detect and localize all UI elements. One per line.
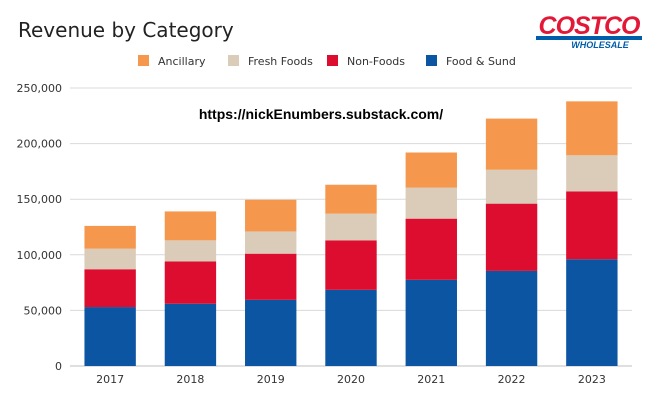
legend-label: Non-Foods	[347, 55, 405, 68]
bar-ancillary-2019	[245, 199, 297, 232]
bar-non-foods-2023	[566, 191, 618, 260]
legend-swatch-ancillary	[138, 55, 149, 66]
logo-costco-text: COSTCO	[539, 12, 642, 40]
x-tick-label: 2018	[176, 373, 204, 386]
bar-ancillary-2018	[164, 211, 217, 241]
bar-ancillary-2023	[566, 101, 618, 156]
legend-label: Fresh Foods	[248, 55, 313, 68]
costco-logo: COSTCO WHOLESALE	[536, 12, 642, 50]
y-tick-label: 200,000	[17, 138, 63, 151]
bar-fresh-foods-2022	[485, 169, 538, 204]
legend-label: Food & Sund	[446, 55, 516, 68]
bar-ancillary-2021	[405, 152, 457, 188]
bars	[84, 101, 618, 366]
x-tick-label: 2020	[337, 373, 365, 386]
bar-non-foods-2020	[325, 240, 377, 290]
y-tick-label: 0	[55, 360, 62, 373]
x-tick-label: 2021	[417, 373, 445, 386]
legend-swatch-non-foods	[327, 55, 338, 66]
bar-ancillary-2017	[84, 225, 136, 249]
legend-label: Ancillary	[158, 55, 206, 68]
bar-food-sund-2017	[84, 307, 136, 366]
y-axis-ticks: 0 50,000 100,000 150,000 200,000 250,000	[17, 82, 63, 373]
bar-fresh-foods-2020	[325, 213, 377, 241]
y-tick-label: 100,000	[17, 249, 63, 262]
logo-underline-bar	[536, 36, 642, 40]
bar-non-foods-2017	[84, 269, 136, 308]
y-tick-label: 250,000	[17, 82, 63, 95]
x-axis-ticks: 2017 2018 2019 2020 2021 2022 2023	[96, 373, 606, 386]
bar-food-sund-2022	[485, 270, 538, 366]
bar-fresh-foods-2023	[566, 155, 618, 192]
bar-fresh-foods-2017	[84, 248, 136, 270]
y-tick-label: 50,000	[24, 304, 63, 317]
legend-swatch-fresh-foods	[228, 55, 239, 66]
bar-ancillary-2020	[325, 184, 377, 214]
bar-non-foods-2021	[405, 218, 457, 280]
x-tick-label: 2023	[578, 373, 606, 386]
logo-wholesale-text: WHOLESALE	[571, 40, 629, 50]
bar-fresh-foods-2018	[164, 240, 217, 262]
bar-non-foods-2019	[245, 253, 297, 300]
bar-food-sund-2020	[325, 289, 377, 366]
x-tick-label: 2022	[498, 373, 526, 386]
bar-food-sund-2019	[245, 299, 297, 366]
bar-non-foods-2018	[164, 261, 217, 304]
bar-non-foods-2022	[485, 203, 538, 271]
bar-food-sund-2023	[566, 259, 618, 366]
bar-ancillary-2022	[485, 118, 538, 170]
legend: Ancillary Fresh Foods Non-Foods Food & Sund	[138, 55, 516, 68]
bar-food-sund-2021	[405, 279, 457, 366]
bar-fresh-foods-2019	[245, 231, 297, 254]
bar-food-sund-2018	[164, 303, 217, 366]
x-tick-label: 2017	[96, 373, 124, 386]
annotation-url: https://nickEnumbers.substack.com/	[199, 106, 443, 122]
bar-fresh-foods-2021	[405, 187, 457, 219]
x-tick-label: 2019	[257, 373, 285, 386]
chart-title: Revenue by Category	[18, 18, 234, 42]
y-tick-label: 150,000	[17, 193, 63, 206]
legend-swatch-food-sund	[426, 55, 437, 66]
